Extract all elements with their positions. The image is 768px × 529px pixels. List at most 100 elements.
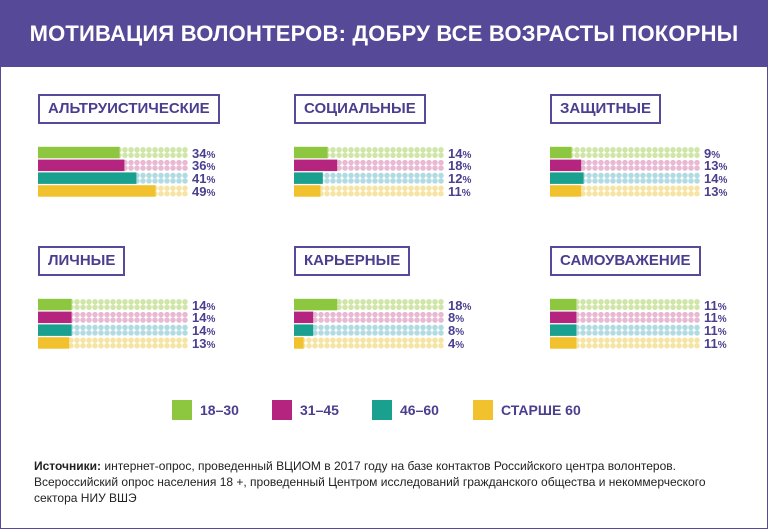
track-dot: [574, 152, 580, 159]
track-dot: [110, 304, 116, 311]
track-dot: [360, 342, 366, 349]
track-dot: [652, 299, 658, 305]
track-dot: [402, 299, 408, 305]
track-dot: [342, 147, 348, 153]
track-dot: [622, 185, 628, 191]
bar-protective-18-30: [550, 146, 572, 159]
track-dot: [158, 317, 164, 323]
track-dot: [676, 147, 682, 153]
percent-sign: %: [455, 327, 465, 339]
bar-altruistic-46-60: [38, 172, 137, 184]
percent-sign: %: [462, 175, 472, 187]
track-dot: [354, 152, 360, 159]
value-label: 13%: [704, 159, 768, 174]
track-dot: [420, 159, 426, 166]
track-dot: [366, 324, 372, 331]
track-dot: [682, 311, 688, 318]
track-dot: [342, 165, 348, 171]
track-dot: [694, 185, 700, 191]
track-dot: [694, 337, 700, 343]
track-dot: [604, 337, 610, 343]
track-dot: [414, 299, 420, 305]
bar-personal-over-60: [38, 337, 70, 349]
track-dot: [348, 165, 354, 171]
track-dot: [74, 304, 80, 311]
track-dot: [402, 178, 408, 184]
track-dot: [592, 324, 598, 331]
track-dot: [116, 337, 122, 343]
track-dot: [622, 159, 628, 166]
track-dot: [610, 337, 616, 343]
track-dot: [348, 190, 354, 197]
track-dot: [152, 165, 158, 171]
value-number: 13: [704, 183, 719, 199]
value-label: 13%: [192, 336, 262, 351]
track-dot: [134, 152, 140, 159]
track-dot: [68, 337, 74, 343]
track-dot: [646, 147, 652, 153]
track-dot: [628, 324, 634, 331]
track-dot: [336, 159, 342, 166]
track-dot: [652, 342, 658, 349]
track-dot: [426, 304, 432, 311]
track-dot: [384, 304, 390, 311]
track-dot: [384, 165, 390, 171]
track-dot: [170, 152, 176, 159]
value-label: 18%: [448, 298, 518, 313]
track-dot: [616, 190, 622, 197]
track-dot: [646, 152, 652, 159]
value-label: 14%: [192, 298, 262, 313]
track-dot: [122, 342, 128, 349]
track-dot: [616, 172, 622, 179]
value-number: 18: [448, 158, 463, 174]
bar-protective-46-60: [550, 172, 584, 184]
track-dot: [414, 147, 420, 153]
value-number: 11: [704, 323, 718, 339]
track-dot: [628, 172, 634, 179]
track-dot: [408, 185, 414, 191]
track-dot: [592, 190, 598, 197]
track-dot: [438, 311, 444, 318]
track-dot: [396, 172, 402, 179]
track-dot: [152, 304, 158, 311]
legend-swatch-46-60: [372, 400, 392, 420]
track-dot: [318, 337, 324, 343]
track-dot: [176, 152, 182, 159]
track-dot: [658, 324, 664, 331]
track-dot: [152, 317, 158, 323]
track-dot: [414, 337, 420, 343]
track-dot: [74, 337, 80, 343]
track-dot: [396, 299, 402, 305]
track-dot: [342, 317, 348, 323]
track-dot: [676, 159, 682, 166]
percent-sign: %: [718, 162, 728, 174]
value-number: 14: [192, 310, 207, 326]
percent-sign: %: [455, 314, 465, 326]
track-dot: [414, 330, 420, 336]
bar-self-esteem-18-30: [550, 298, 577, 311]
track-dot: [86, 337, 92, 343]
track-dot: [640, 185, 646, 191]
track-dot: [694, 147, 700, 153]
track-dot: [420, 324, 426, 331]
track-dot: [664, 304, 670, 311]
track-dot: [92, 299, 98, 305]
track-dot: [164, 317, 170, 323]
track-dot: [640, 337, 646, 343]
track-dot: [592, 337, 598, 343]
track-dot: [670, 165, 676, 171]
track-dot: [420, 342, 426, 349]
track-dot: [134, 159, 140, 166]
track-dot: [116, 304, 122, 311]
track-dot: [640, 342, 646, 349]
track-dot: [408, 165, 414, 171]
track-dot: [664, 324, 670, 331]
value-number: 8: [448, 310, 456, 326]
track-dot: [682, 159, 688, 166]
track-dot: [330, 178, 336, 184]
track-dot: [592, 147, 598, 153]
track-dot: [134, 342, 140, 349]
track-dot: [396, 317, 402, 323]
track-dot: [426, 299, 432, 305]
track-dot: [676, 172, 682, 179]
